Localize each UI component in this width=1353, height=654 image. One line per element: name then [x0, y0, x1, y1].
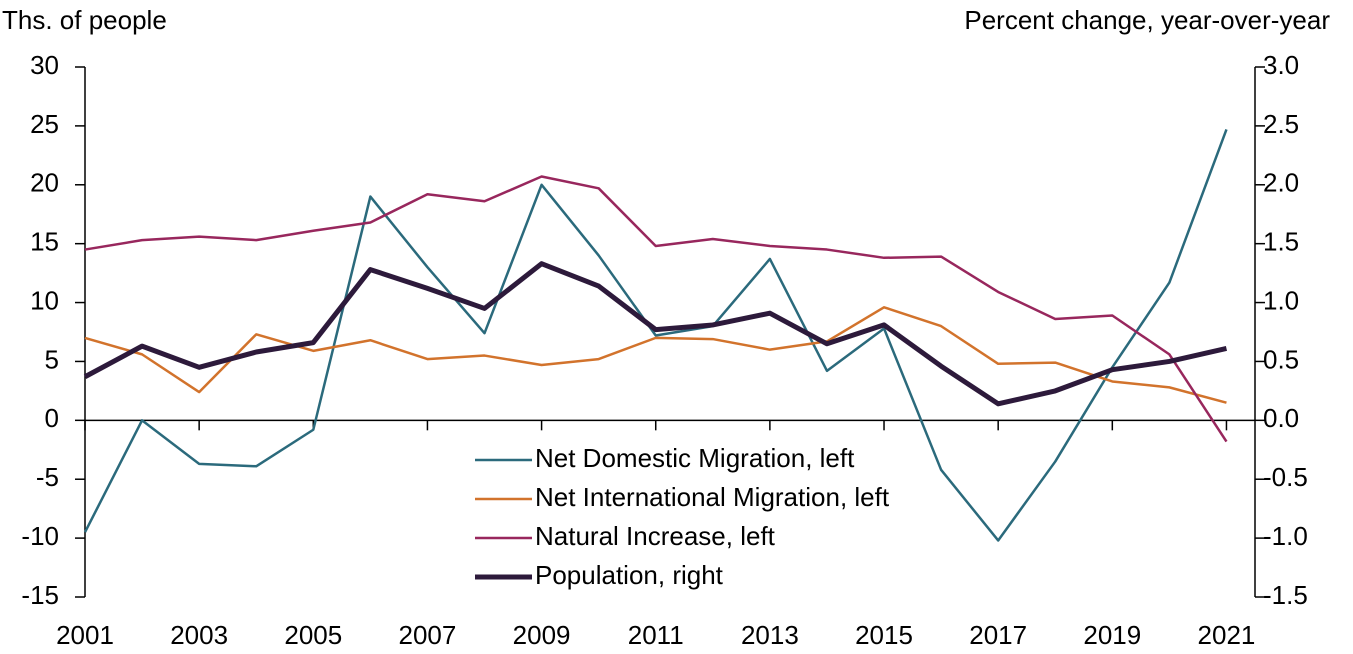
y-axis-title: Ths. of people: [2, 5, 167, 35]
y2-tick-label: 1.5: [1263, 227, 1299, 257]
y-tick-label: -5: [36, 462, 59, 492]
x-tick-label: 2005: [284, 620, 342, 650]
legend-label: Net International Migration, left: [535, 482, 890, 512]
y-tick-label: 5: [45, 344, 59, 374]
x-tick-label: 2021: [1198, 620, 1256, 650]
y-tick-label: -15: [21, 580, 59, 610]
y2-tick-label: -1.5: [1263, 580, 1308, 610]
series-line: [84, 306, 1227, 404]
x-tick-label: 2019: [1083, 620, 1141, 650]
x-tick-label: 2015: [855, 620, 913, 650]
y-tick-label: 0: [45, 403, 59, 433]
y2-tick-label: -0.5: [1263, 462, 1308, 492]
y-tick-label: 30: [30, 50, 59, 80]
legend-label: Natural Increase, left: [535, 521, 776, 551]
legend-label: Net Domestic Migration, left: [535, 443, 855, 473]
y-tick-label: -10: [21, 521, 59, 551]
x-tick-label: 2009: [513, 620, 571, 650]
y-tick-label: 25: [30, 109, 59, 139]
y-tick-label: 15: [30, 227, 59, 257]
y2-tick-label: -1.0: [1263, 521, 1308, 551]
y2-tick-label: 3.0: [1263, 50, 1299, 80]
x-tick-label: 2007: [399, 620, 457, 650]
y-tick-label: 10: [30, 285, 59, 315]
series-line: [83, 128, 1228, 542]
x-tick-label: 2003: [170, 620, 228, 650]
series-line: [83, 261, 1228, 407]
y2-tick-label: 0.0: [1263, 403, 1299, 433]
x-tick-label: 2013: [741, 620, 799, 650]
x-tick-label: 2017: [969, 620, 1027, 650]
y2-tick-label: 1.0: [1263, 285, 1299, 315]
x-tick-label: 2001: [56, 620, 114, 650]
y-tick-label: 20: [30, 168, 59, 198]
y2-tick-label: 2.5: [1263, 109, 1299, 139]
series-line: [84, 175, 1228, 443]
y2-axis-title: Percent change, year-over-year: [964, 5, 1330, 35]
legend-label: Population, right: [535, 560, 724, 590]
y2-tick-label: 2.0: [1263, 168, 1299, 198]
x-tick-label: 2011: [628, 620, 684, 650]
y2-tick-label: 0.5: [1263, 344, 1299, 374]
